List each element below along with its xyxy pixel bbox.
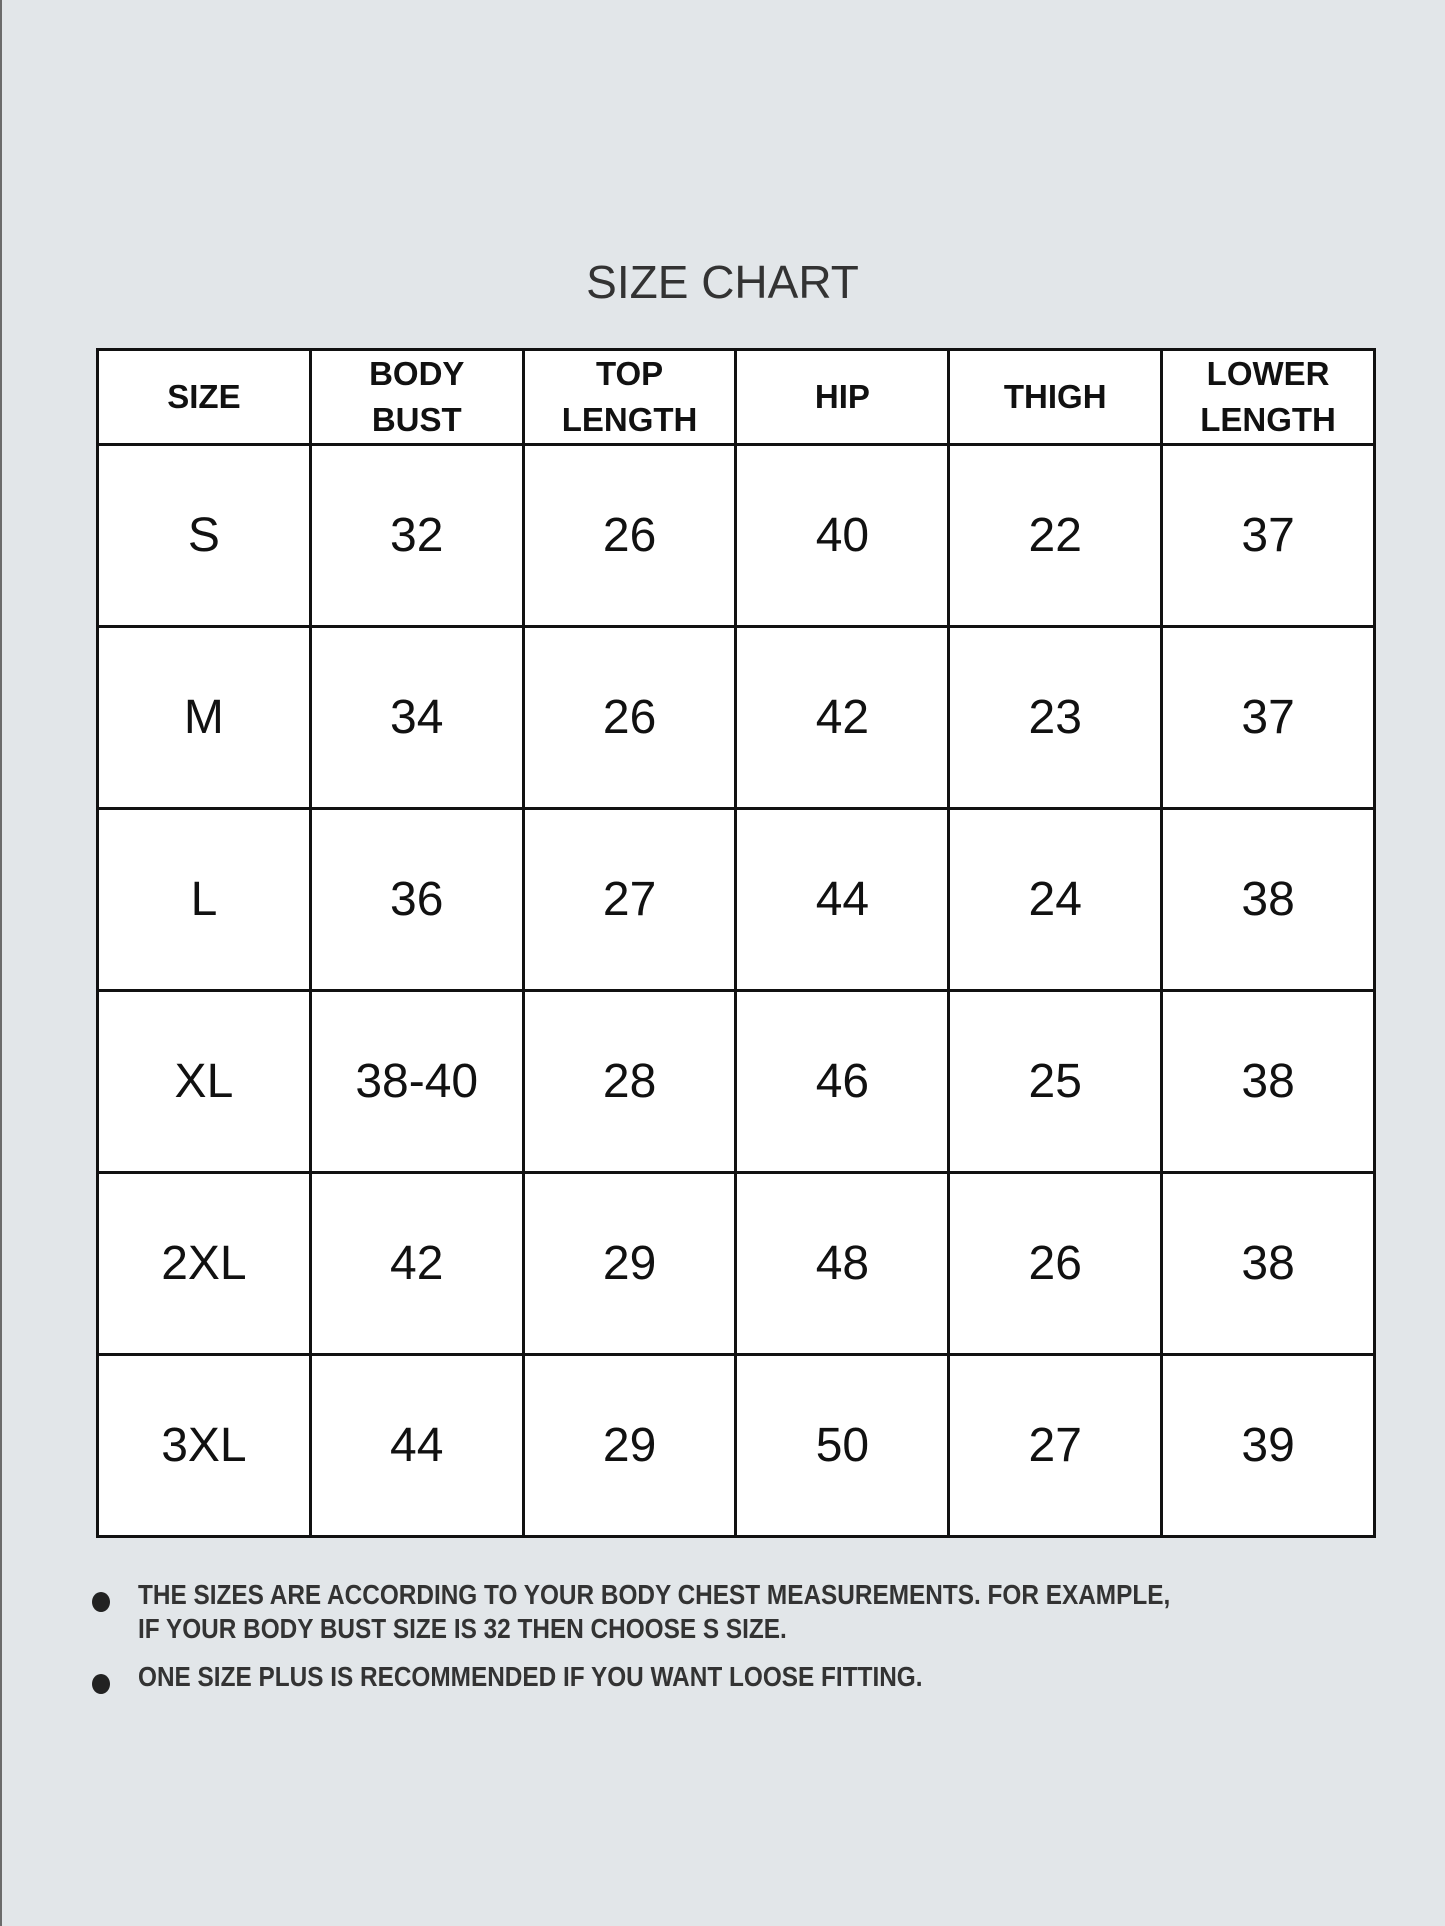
table-row: 2XL 42 29 48 26 38 [96,1171,1376,1356]
measurement-cell: 36 [308,807,525,992]
note-text: THE SIZES ARE ACCORDING TO YOUR BODY CHE… [138,1579,1171,1644]
measurement-cell: 40 [734,443,951,628]
bullet-icon [92,1674,110,1694]
header-row: SIZE BODY BUST TOP LENGTH HIP THIGH LOWER LEN… [96,348,1376,446]
page-edge-line [0,0,2,1926]
column-header: BODY BUST [308,348,525,446]
size-cell: M [96,625,312,810]
size-chart-table: SIZE BODY BUST TOP LENGTH HIP THIGH LOWER LEN… [96,348,1376,1538]
measurement-cell: 26 [947,1171,1164,1356]
measurement-cell: 28 [521,989,738,1174]
measurement-cell: 48 [734,1171,951,1356]
measurement-cell: 37 [1160,443,1376,628]
note-item: ONE SIZE PLUS IS RECOMMENDED IF YOU WANT… [92,1660,1392,1694]
measurement-cell: 38 [1160,1171,1376,1356]
measurement-cell: 38-40 [308,989,525,1174]
measurement-cell: 34 [308,625,525,810]
measurement-cell: 38 [1160,989,1376,1174]
size-cell: 3XL [96,1353,312,1538]
measurement-cell: 42 [308,1171,525,1356]
notes-list: THE SIZES ARE ACCORDING TO YOUR BODY CHE… [92,1578,1392,1708]
table-row: 3XL 44 29 50 27 39 [96,1353,1376,1538]
measurement-cell: 32 [308,443,525,628]
measurement-cell: 27 [947,1353,1164,1538]
note-item: THE SIZES ARE ACCORDING TO YOUR BODY CHE… [92,1578,1392,1646]
size-cell: XL [96,989,312,1174]
table-row: XL 38-40 28 46 25 38 [96,989,1376,1174]
measurement-cell: 44 [734,807,951,992]
column-header: THIGH [947,348,1164,446]
column-header: LOWER LENGTH [1160,348,1376,446]
measurement-cell: 39 [1160,1353,1376,1538]
size-cell: L [96,807,312,992]
table-row: S 32 26 40 22 37 [96,443,1376,628]
measurement-cell: 25 [947,989,1164,1174]
size-cell: 2XL [96,1171,312,1356]
measurement-cell: 46 [734,989,951,1174]
measurement-cell: 22 [947,443,1164,628]
column-header: TOP LENGTH [521,348,738,446]
measurement-cell: 38 [1160,807,1376,992]
note-text: ONE SIZE PLUS IS RECOMMENDED IF YOU WANT… [138,1661,923,1692]
table-row: L 36 27 44 24 38 [96,807,1376,992]
bullet-icon [92,1592,110,1612]
measurement-cell: 24 [947,807,1164,992]
table-row: M 34 26 42 23 37 [96,625,1376,810]
measurement-cell: 44 [308,1353,525,1538]
measurement-cell: 29 [521,1171,738,1356]
measurement-cell: 23 [947,625,1164,810]
measurement-cell: 27 [521,807,738,992]
measurement-cell: 42 [734,625,951,810]
measurement-cell: 29 [521,1353,738,1538]
measurement-cell: 26 [521,443,738,628]
measurement-cell: 50 [734,1353,951,1538]
measurement-cell: 37 [1160,625,1376,810]
page-title: SIZE CHART [586,256,859,308]
measurement-cell: 26 [521,625,738,810]
column-header: HIP [734,348,951,446]
column-header: SIZE [96,348,312,446]
size-cell: S [96,443,312,628]
